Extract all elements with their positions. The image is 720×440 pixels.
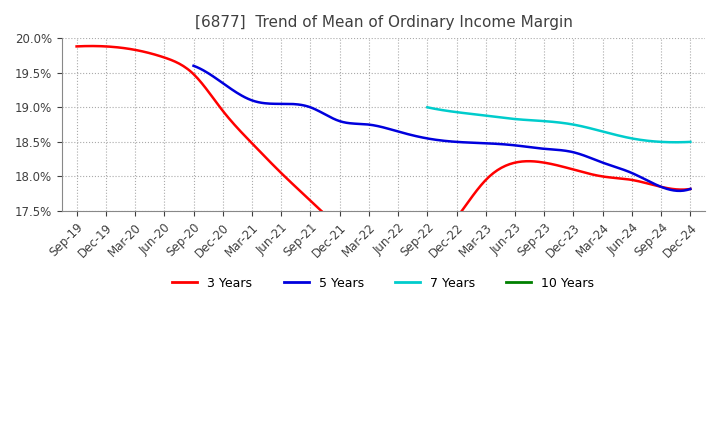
- Title: [6877]  Trend of Mean of Ordinary Income Margin: [6877] Trend of Mean of Ordinary Income …: [194, 15, 572, 30]
- Legend: 3 Years, 5 Years, 7 Years, 10 Years: 3 Years, 5 Years, 7 Years, 10 Years: [168, 272, 600, 295]
